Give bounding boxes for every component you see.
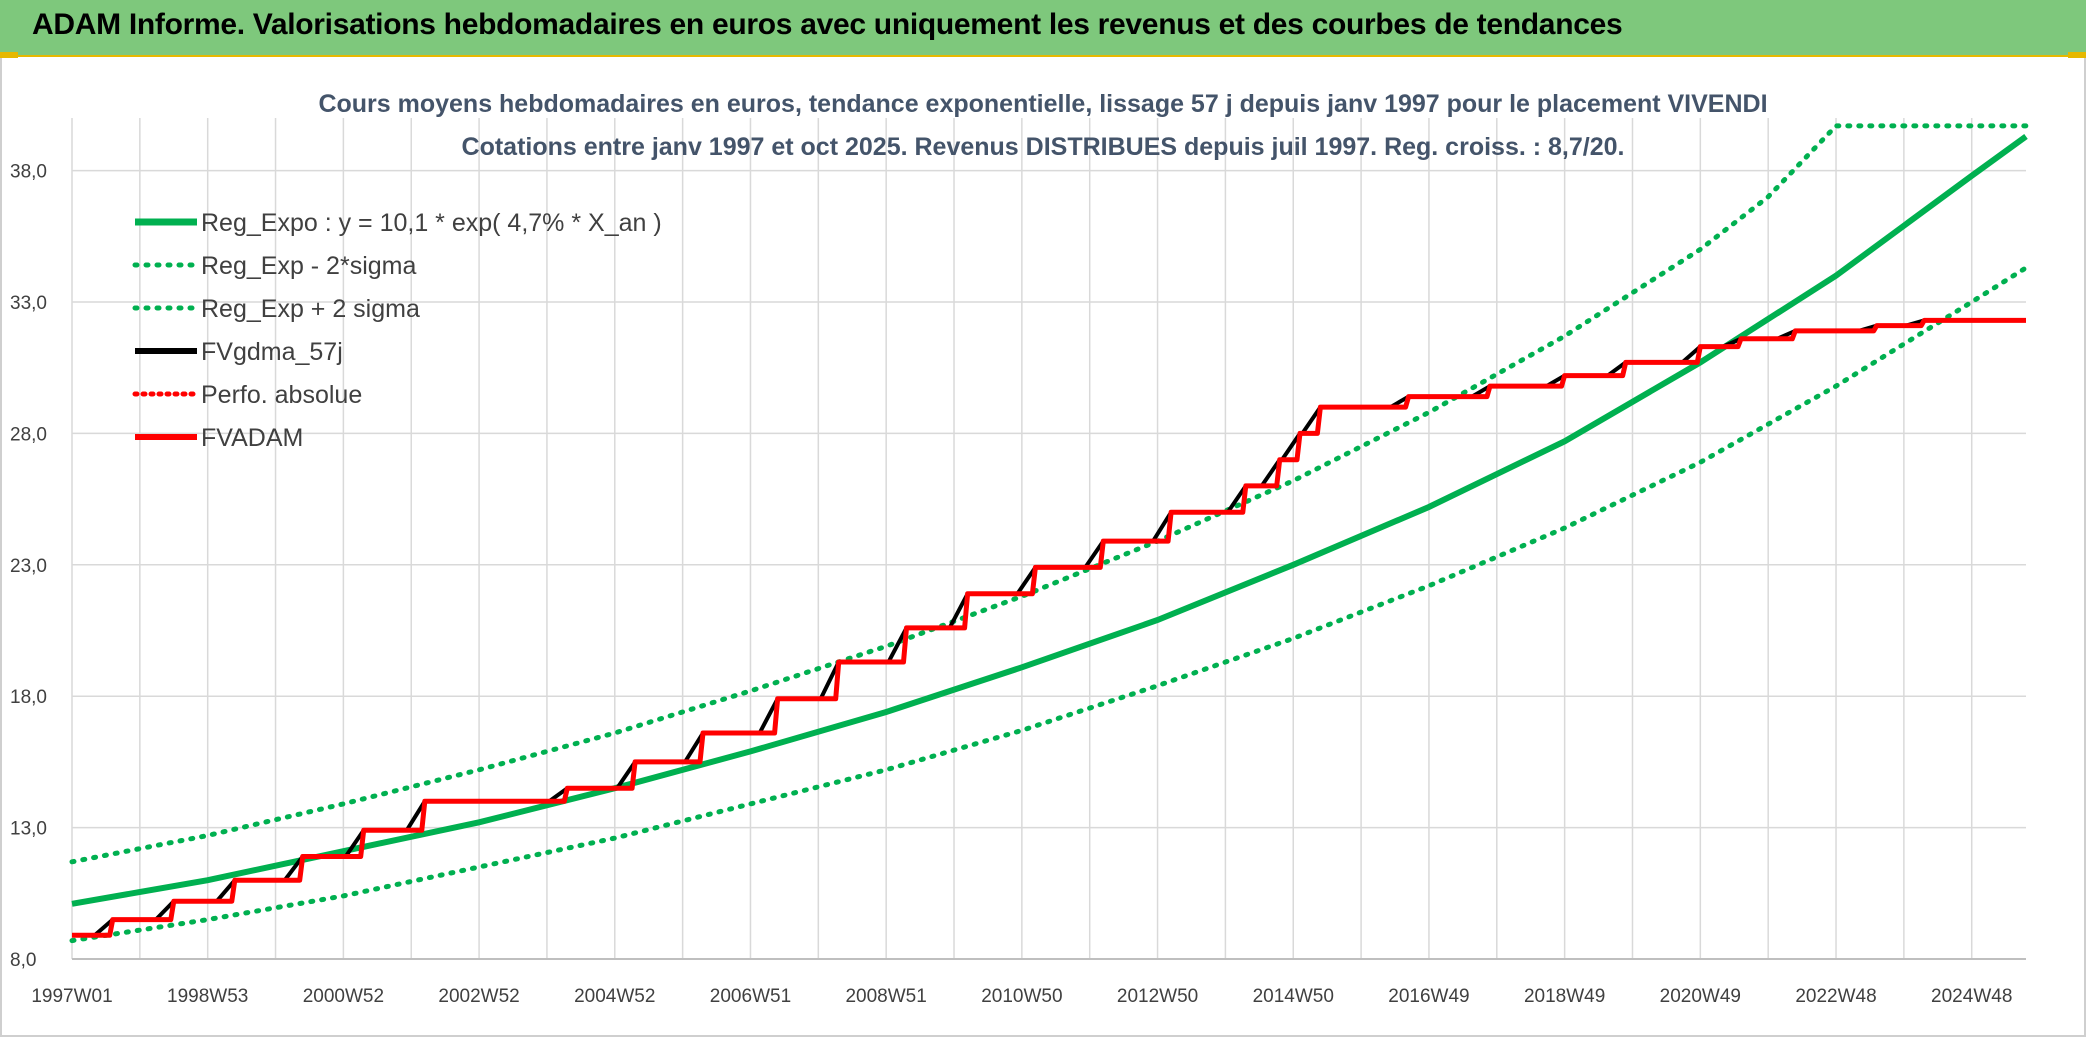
x-tick-label: 2000W52 [303, 986, 384, 1007]
x-tick-label: 2022W48 [1795, 986, 1876, 1007]
corner-mark-left [0, 52, 18, 58]
series-line-1 [69, 265, 2029, 944]
x-tick-label: 2016W49 [1388, 986, 1469, 1007]
x-tick-label: 2014W50 [1253, 986, 1334, 1007]
y-tick-label: 18,0 [10, 687, 47, 708]
series-line-3 [72, 318, 2026, 938]
x-tick-label: 2004W52 [574, 986, 655, 1007]
series-line-0 [71, 133, 2028, 907]
x-tick-label: 2002W52 [438, 986, 519, 1007]
x-tick-label: 2018W49 [1524, 986, 1605, 1007]
x-tick-label: 2012W50 [1117, 986, 1198, 1007]
series-line-5 [72, 317, 2026, 938]
corner-mark-right [2068, 52, 2086, 58]
chart-title-line: Cotations entre janv 1997 et oct 2025. R… [462, 133, 1625, 161]
y-tick-label: 33,0 [10, 293, 47, 314]
series-line-2 [69, 123, 2029, 865]
legend: Reg_Expo : y = 10,1 * exp( 4,7% * X_an )… [132, 209, 662, 452]
y-tick-label: 38,0 [10, 162, 47, 183]
chart-frame [0, 57, 2086, 1037]
y-axis: 8,0 13,0 18,0 23,0 28,0 33,0 38,0 [10, 162, 47, 971]
y-tick-label: 23,0 [10, 556, 47, 577]
y-tick-label: 13,0 [10, 819, 47, 840]
y-tick-label: 28,0 [10, 424, 47, 445]
legend-entry: Reg_Exp + 2 sigma [201, 295, 420, 323]
legend-entry: Reg_Exp - 2*sigma [201, 252, 416, 280]
header-bar: ADAM Informe. Valorisations hebdomadaire… [0, 0, 2086, 57]
legend-entry: FVADAM [201, 424, 303, 452]
grid-lines [71, 118, 2026, 960]
legend-entry: Reg_Expo : y = 10,1 * exp( 4,7% * X_an ) [201, 209, 662, 237]
x-tick-label: 1997W01 [31, 986, 112, 1007]
chart-title-line: Cours moyens hebdomadaires en euros, ten… [318, 90, 1767, 118]
legend-entry: FVgdma_57j [201, 338, 343, 366]
x-axis: 1997W01 1998W53 2000W52 2002W52 2004W52 2006W… [31, 986, 2012, 1007]
x-tick-label: 2006W51 [710, 986, 791, 1007]
y-tick-label: 8,0 [10, 950, 36, 971]
x-tick-label: 2024W48 [1931, 986, 2012, 1007]
x-tick-label: 2020W49 [1660, 986, 1741, 1007]
x-tick-label: 2008W51 [845, 986, 926, 1007]
x-tick-label: 1998W53 [167, 986, 248, 1007]
series-lines [69, 123, 2029, 944]
chart-title: Cours moyens hebdomadaires en euros, ten… [318, 90, 1767, 161]
x-tick-label: 2010W50 [981, 986, 1062, 1007]
page-title: ADAM Informe. Valorisations hebdomadaire… [32, 8, 1623, 41]
legend-entry: Perfo. absolue [201, 381, 362, 409]
